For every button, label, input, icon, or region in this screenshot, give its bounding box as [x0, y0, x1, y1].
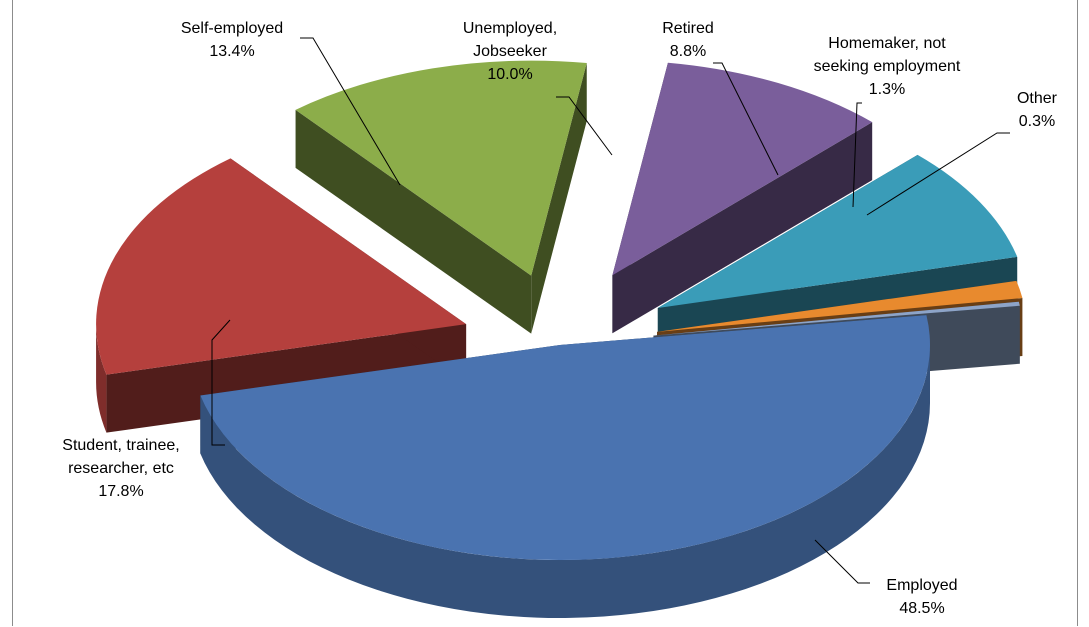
data-label-unemployed-jobseeker-leader: [556, 96, 613, 156]
data-label-other-value: 0.3%: [1019, 113, 1055, 130]
pie-slice-top: [200, 315, 930, 560]
data-label-other-leader: [866, 132, 1010, 216]
pie-slice-wall: [531, 63, 587, 334]
data-label-retired-leader: [713, 62, 779, 176]
data-label-student-trainee-researcher-etc-value: 17.8%: [98, 483, 143, 500]
data-label-employed-name: Employed: [886, 577, 957, 594]
data-label-retired-name: Retired: [662, 20, 714, 37]
pie-slice-wall: [295, 109, 532, 334]
pie-slice-wall: [612, 122, 873, 334]
data-label-unemployed-jobseeker-value: 10.0%: [487, 66, 532, 83]
pie-slice-rim: [96, 324, 107, 433]
pie-slice-top: [612, 62, 873, 276]
data-label-student-trainee-researcher-etc-leader: [211, 319, 231, 446]
data-label-student-trainee-researcher-etc-name: Student, trainee,: [62, 437, 179, 454]
data-label-homemaker-not-seeking-employment-name: seeking employment: [814, 58, 961, 75]
pie-slice-top: [653, 301, 1020, 336]
pie-slice-employed: [200, 315, 931, 619]
pie-slice-top: [657, 154, 1018, 308]
data-label-homemaker-not-seeking-employment-name: Homemaker, not: [828, 35, 946, 52]
pie-slice-wall: [106, 324, 467, 433]
data-label-employed-leader: [814, 539, 870, 584]
pie-slice-top: [96, 158, 467, 375]
data-label-unemployed-jobseeker-name: Jobseeker: [473, 43, 547, 60]
data-label-other-name: Other: [1017, 90, 1058, 107]
pie-slice-student-trainee-researcher-etc: [96, 158, 467, 433]
data-label-student-trainee-researcher-etc-name: researcher, etc: [68, 460, 174, 477]
data-label-unemployed-jobseeker-name: Unemployed,: [463, 20, 557, 37]
data-label-self-employed-value: 13.4%: [209, 43, 254, 60]
pie-slice-unemployed-jobseeker: [612, 62, 873, 334]
data-label-homemaker-not-seeking-employment-value: 1.3%: [869, 81, 905, 98]
pie-slice-rim: [200, 345, 931, 619]
data-label-self-employed-leader: [300, 37, 401, 186]
pie-slice-top: [657, 280, 1023, 332]
data-label-employed-value: 48.5%: [899, 600, 944, 617]
data-label-retired-value: 8.8%: [670, 43, 706, 60]
data-label-homemaker-not-seeking-employment-leader: [852, 102, 862, 208]
pie-slice-self-employed: [295, 60, 587, 334]
pie-slice-top: [295, 60, 587, 276]
data-label-self-employed-name: Self-employed: [181, 20, 283, 37]
